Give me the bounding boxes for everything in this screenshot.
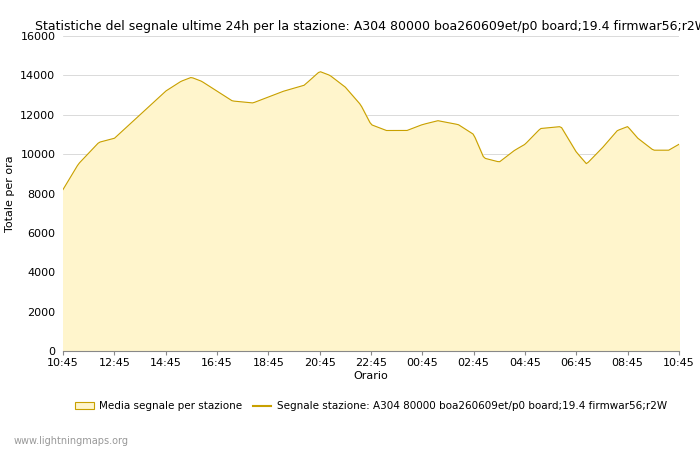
- Legend: Media segnale per stazione, Segnale stazione: A304 80000 boa260609et/p0 board;19: Media segnale per stazione, Segnale staz…: [71, 397, 671, 415]
- Title: Statistiche del segnale ultime 24h per la stazione: A304 80000 boa260609et/p0 bo: Statistiche del segnale ultime 24h per l…: [35, 20, 700, 33]
- Y-axis label: Totale per ora: Totale per ora: [5, 155, 15, 232]
- X-axis label: Orario: Orario: [354, 371, 388, 381]
- Text: www.lightningmaps.org: www.lightningmaps.org: [14, 436, 129, 446]
